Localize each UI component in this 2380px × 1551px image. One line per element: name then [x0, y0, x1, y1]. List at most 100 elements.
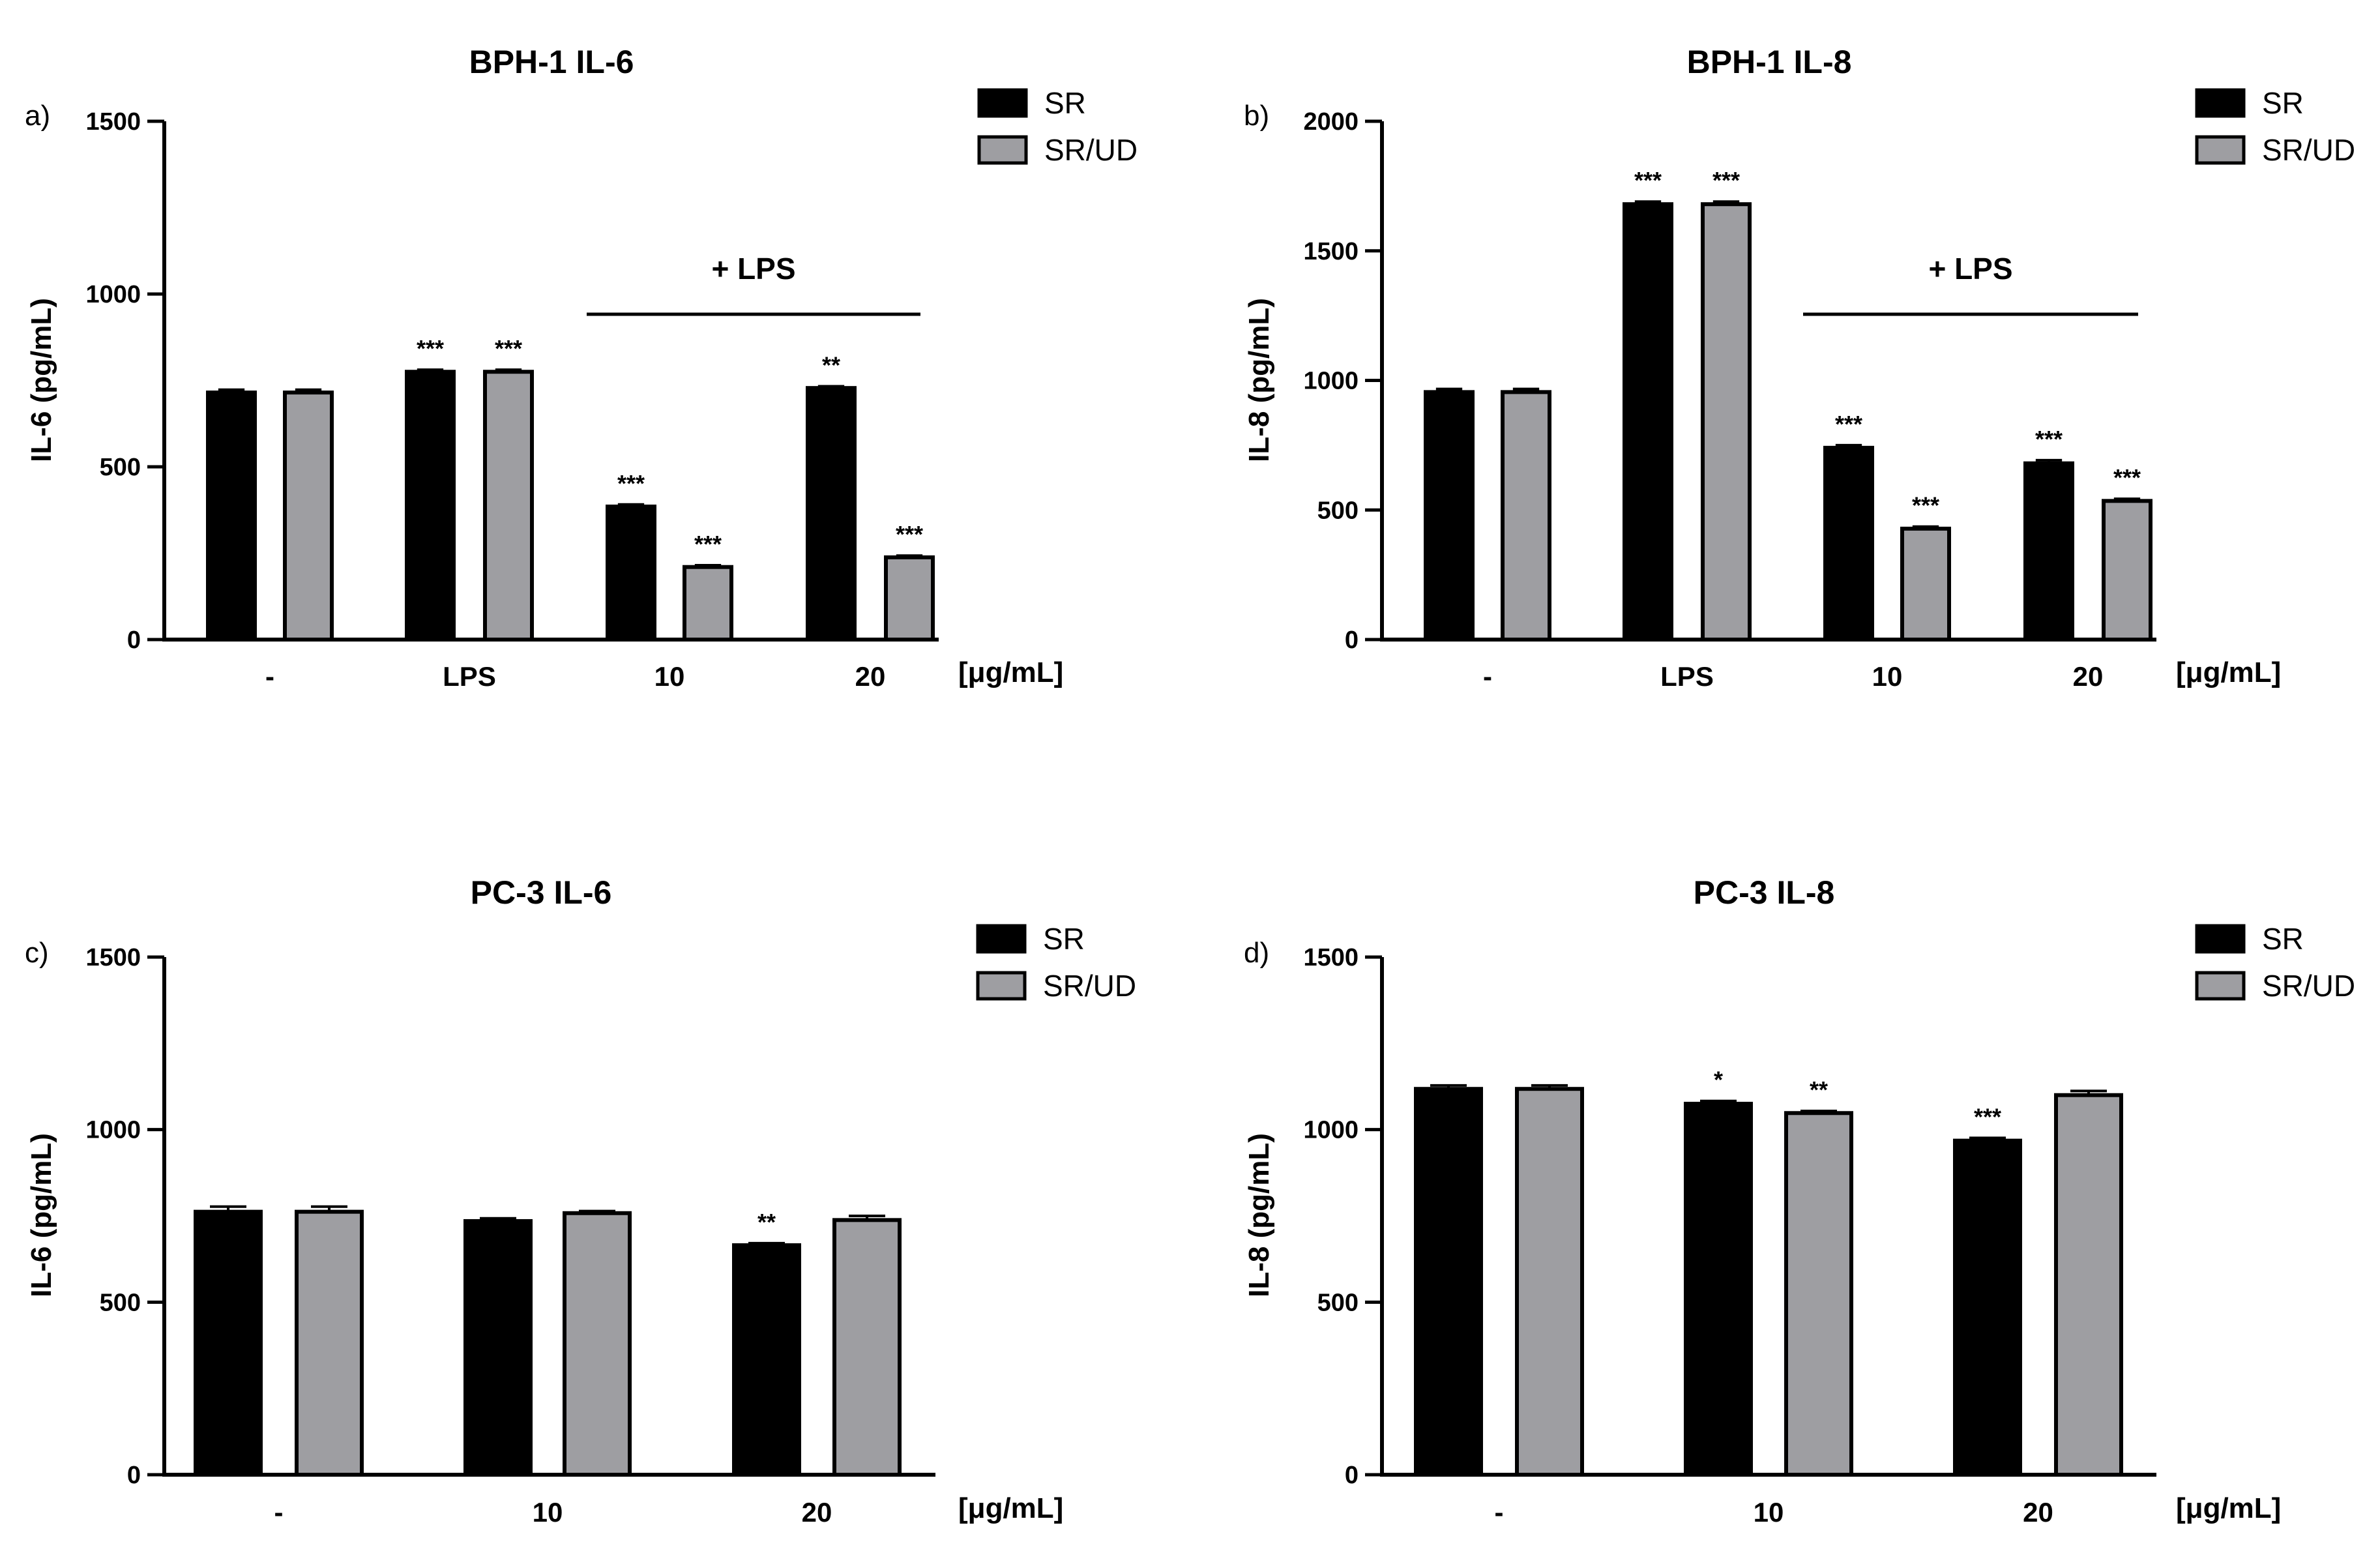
panel-d-legend-swatch-srud: [2195, 971, 2246, 1001]
panel-c-significance-label: **: [757, 1209, 776, 1235]
panel-a-y-tick-label: 0: [127, 627, 141, 654]
panel-b-x-tick-label: 10: [1872, 661, 1903, 692]
panel-a-title: BPH-1 IL-6: [469, 44, 634, 80]
panel-d-legend-swatch-sr: [2195, 924, 2246, 954]
panel-b-bar-srud: [1501, 390, 1551, 642]
panel-b-y-tick-label: 2000: [1303, 108, 1359, 136]
panel-a-significance-label: ***: [417, 335, 444, 362]
panel-b-significance-label: ***: [2035, 426, 2063, 452]
panel-a-legend-label-sr: SR: [1044, 86, 1086, 120]
panel-c-bar-srud: [295, 1209, 364, 1477]
panel-c-bar-sr: [463, 1219, 533, 1477]
panel-c-legend-swatch-sr: [976, 924, 1027, 954]
panel-a-significance-label: ***: [495, 335, 522, 362]
panel-d-significance-label: **: [1810, 1076, 1828, 1103]
panel-a-significance-label: ***: [694, 531, 722, 557]
panel-b-significance-label: ***: [2113, 464, 2141, 491]
panel-b-y-tick-label: 0: [1345, 627, 1359, 654]
panel-a-lps-label: + LPS: [711, 252, 795, 286]
panel-c-bar-srud: [563, 1211, 632, 1477]
panel-d-y-tick-label: 1000: [1303, 1117, 1359, 1144]
panel-c-legend-label-sr: SR: [1043, 922, 1085, 956]
panel-c-bar-sr: [194, 1209, 263, 1477]
panel-b-x-tick-label: -: [1483, 661, 1492, 692]
panel-d-y-tick-label: 1500: [1303, 944, 1359, 971]
panel-d-bar-srud: [1515, 1087, 1584, 1477]
panel-a-x-tick-label: LPS: [443, 661, 496, 692]
panel-d-bar-sr: [1953, 1138, 2022, 1477]
panel-c-x-tick-label: 20: [802, 1497, 832, 1528]
panel-d-bar-sr: [1414, 1087, 1483, 1477]
panel-a-y-tick-label: 1000: [85, 281, 141, 308]
panel-b-chart: BPH-1 IL-8 b) IL-8 (pg/mL) 0 500 1000 1500 2000…: [1243, 44, 2355, 692]
panel-b-legend-label-sr: SR: [2262, 86, 2304, 120]
panel-a-legend-label-srud: SR/UD: [1044, 133, 1138, 167]
panel-b-legend-swatch-srud: [2195, 135, 2246, 165]
panel-a-chart: BPH-1 IL-6a)IL-6 (pg/mL)050010001500-***…: [25, 44, 1138, 692]
panel-d-x-tick-label: 20: [2023, 1497, 2053, 1528]
panel-b-significance-label: ***: [1835, 411, 1862, 437]
panel-a-x-tick-label: -: [265, 661, 274, 692]
panel-c-bar-sr: [732, 1243, 801, 1477]
panel-c-y-axis-label: IL-6 (pg/mL): [25, 1133, 57, 1297]
panel-c-x-unit-label: [μg/mL]: [958, 1492, 1063, 1524]
panel-c-legend-label-srud: SR/UD: [1043, 969, 1136, 1003]
panel-c-legend-swatch-srud: [976, 971, 1027, 1001]
panel-a-y-tick-label: 500: [100, 454, 141, 481]
panel-b-label: b): [1244, 100, 1269, 132]
panel-a-y-axis-label: IL-6 (pg/mL): [25, 298, 57, 462]
panel-c-y-tick-label: 0: [127, 1462, 141, 1489]
panel-d-label: d): [1244, 937, 1269, 969]
panel-c-y-tick-label: 500: [100, 1289, 141, 1316]
panel-d-x-tick-label: -: [1495, 1497, 1504, 1528]
panel-d-title: PC-3 IL-8: [1694, 874, 1835, 911]
panel-b-legend-label-srud: SR/UD: [2262, 133, 2355, 167]
panel-a-bar-srud: [483, 370, 534, 642]
panel-a-legend-swatch-sr: [977, 88, 1028, 118]
panel-a-legend-swatch-srud: [977, 135, 1028, 165]
panel-b-y-axis-label: IL-8 (pg/mL): [1243, 298, 1275, 462]
panel-b-significance-label: ***: [1712, 167, 1740, 194]
panel-d-significance-label: ***: [1974, 1103, 2001, 1130]
panel-b-x-tick-label: 20: [2073, 661, 2104, 692]
panel-a-y-tick-label: 1500: [85, 108, 141, 136]
panel-d-bar-srud: [1784, 1111, 1853, 1477]
panel-d-y-tick-label: 0: [1345, 1462, 1359, 1489]
panel-b-y-tick-label: 1500: [1303, 238, 1359, 265]
panel-b-lps-label: + LPS: [1928, 252, 2012, 286]
panel-c-x-tick-label: -: [274, 1497, 284, 1528]
panel-a-label: a): [25, 100, 50, 132]
panel-a-bar-srud: [884, 555, 935, 642]
panel-d-legend-label-sr: SR: [2262, 922, 2304, 956]
panel-d-y-tick-label: 500: [1317, 1289, 1359, 1316]
panel-c-bar-srud: [832, 1218, 902, 1477]
panel-b-bar-sr: [1424, 390, 1475, 642]
panel-b-y-tick-label: 500: [1317, 497, 1359, 524]
panel-a-bar-srud: [283, 391, 334, 642]
panel-a-significance-label: ***: [617, 470, 645, 497]
panel-b-bar-sr: [1823, 445, 1874, 642]
panel-a-significance-label: ***: [896, 521, 923, 548]
panel-b-x-unit-label: [μg/mL]: [2176, 657, 2281, 688]
panel-d-bar-srud: [2054, 1093, 2123, 1477]
panel-c-label: c): [25, 937, 49, 969]
panel-b-significance-label: ***: [1634, 167, 1662, 194]
panel-a-x-tick-label: 10: [654, 661, 685, 692]
panel-a-bar-sr: [606, 504, 656, 642]
panel-b-bar-srud: [1701, 202, 1752, 642]
panel-b-bar-sr: [1623, 202, 1673, 642]
panel-c-y-tick-label: 1000: [85, 1117, 141, 1144]
panel-b-bar-sr: [2023, 461, 2074, 642]
panel-d-y-axis-label: IL-8 (pg/mL): [1243, 1133, 1275, 1297]
panel-a-x-unit-label: [μg/mL]: [958, 657, 1063, 688]
panel-c-title: PC-3 IL-6: [471, 874, 612, 911]
panel-a-x-tick-label: 20: [855, 661, 886, 692]
panel-c-chart: PC-3 IL-6 c) IL-6 (pg/mL) 0 500 1000 1500 - 10 **…: [25, 874, 1136, 1528]
panel-b-bar-srud: [1900, 526, 1951, 642]
panel-a-significance-label: **: [822, 352, 840, 379]
panel-a-bar-sr: [405, 370, 456, 642]
panel-c-y-tick-label: 1500: [85, 944, 141, 971]
panel-d-significance-label: *: [1714, 1067, 1723, 1093]
panel-c-x-tick-label: 10: [533, 1497, 563, 1528]
